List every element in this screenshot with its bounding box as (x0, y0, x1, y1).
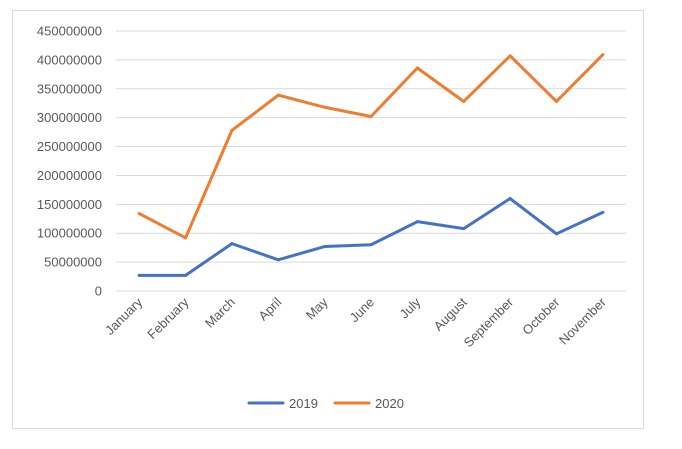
x-tick-label: July (397, 294, 424, 321)
x-tick-label: January (102, 294, 146, 338)
data-point-2020 (415, 66, 419, 70)
data-point-2019 (554, 232, 558, 236)
data-point-2020 (323, 105, 327, 109)
data-point-2020 (230, 128, 234, 132)
data-point-2020 (184, 236, 188, 240)
x-tick-label: April (255, 294, 284, 323)
legend-label-2019: 2019 (289, 396, 318, 411)
y-tick-label: 300000000 (37, 110, 102, 125)
data-point-2019 (462, 227, 466, 231)
data-point-2019 (184, 273, 188, 277)
data-point-2020 (601, 53, 605, 57)
y-tick-label: 450000000 (37, 24, 102, 39)
y-tick-label: 200000000 (37, 168, 102, 183)
x-tick-label: November (556, 294, 609, 347)
data-point-2020 (554, 99, 558, 103)
data-point-2019 (230, 242, 234, 246)
gridlines (116, 30, 626, 292)
data-point-2019 (276, 258, 280, 262)
data-point-2019 (369, 243, 373, 247)
line-chart: 0 50000000 100000000 150000000 200000000 2500… (37, 24, 626, 411)
data-point-2019 (137, 273, 141, 277)
data-point-2020 (276, 93, 280, 97)
x-tick-label: August (431, 294, 470, 333)
data-point-2019 (323, 245, 327, 249)
y-tick-label: 250000000 (37, 139, 102, 154)
x-tick-label: March (202, 295, 238, 331)
y-tick-label: 50000000 (44, 255, 102, 270)
x-tick-label: February (144, 294, 192, 342)
data-point-2019 (415, 220, 419, 224)
data-point-2019 (508, 197, 512, 201)
x-tick-label: May (303, 294, 331, 322)
series-lines (137, 53, 605, 277)
y-tick-label: 100000000 (37, 226, 102, 241)
legend-label-2020: 2020 (375, 396, 404, 411)
data-point-2020 (508, 54, 512, 58)
data-point-2020 (369, 115, 373, 119)
data-point-2020 (462, 99, 466, 103)
y-tick-label: 0 (95, 284, 102, 299)
x-tick-label: October (519, 294, 563, 338)
legend: 2019 2020 (247, 396, 404, 411)
x-tick-label: June (347, 295, 378, 326)
chart-area: 0 50000000 100000000 150000000 200000000 2500… (12, 10, 644, 429)
x-tick-label: September (461, 294, 517, 350)
data-point-2020 (137, 212, 141, 216)
y-tick-label: 150000000 (37, 197, 102, 212)
data-point-2019 (601, 210, 605, 214)
y-tick-label: 400000000 (37, 52, 102, 67)
series-line-2019 (137, 197, 605, 277)
y-axis-ticks: 0 50000000 100000000 150000000 200000000 2500… (37, 24, 102, 299)
y-tick-label: 350000000 (37, 81, 102, 96)
